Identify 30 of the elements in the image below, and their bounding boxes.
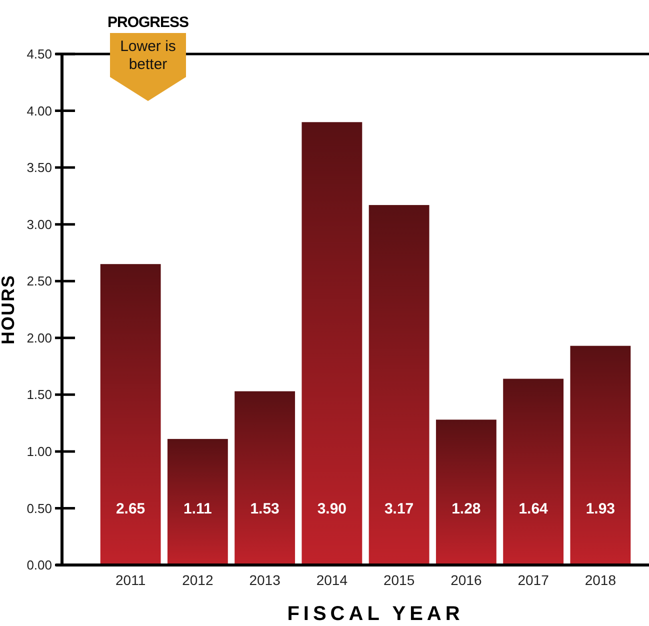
x-tick-label: 2011: [116, 572, 146, 588]
data-label: 1.53: [250, 500, 280, 518]
x-tick-label: 2018: [584, 572, 616, 588]
y-tick-label: 0.00: [26, 558, 52, 573]
text: PROGRESS: [107, 14, 189, 31]
y-tick-label: 0.50: [26, 500, 52, 516]
annotation: Lower is better: [120, 38, 176, 73]
x-tick-label: 2017: [518, 572, 550, 588]
x-tick-label: 2015: [383, 572, 415, 588]
data-label: 3.90: [317, 500, 347, 518]
y-tick-label: 3.50: [26, 160, 52, 176]
y-tick-label: 2.50: [26, 274, 52, 289]
x-tick-label: 2013: [249, 572, 281, 588]
y-tick-label: 2.00: [26, 330, 52, 346]
y-tick-label: 4.50: [26, 46, 52, 62]
x-tick-label: 2012: [182, 572, 214, 588]
data-label: 3.17: [384, 500, 414, 518]
data-label: 1.64: [518, 500, 549, 518]
data-label: 2.65: [116, 500, 146, 518]
x-tick-label: 2016: [450, 572, 482, 588]
y-tick-label: 1.50: [26, 387, 52, 402]
data-label: 1.11: [184, 500, 212, 518]
x-tick-label: 2014: [316, 572, 348, 588]
y-tick-label: 3.00: [26, 216, 52, 232]
y-axis-title: HOURS: [0, 274, 18, 345]
x-axis-title: FISCAL YEAR: [287, 603, 464, 625]
data-label: 1.93: [586, 500, 616, 518]
y-tick-label: 1.00: [26, 444, 52, 459]
y-tick-label: 4.00: [26, 103, 52, 118]
data-label: 1.28: [452, 500, 481, 518]
